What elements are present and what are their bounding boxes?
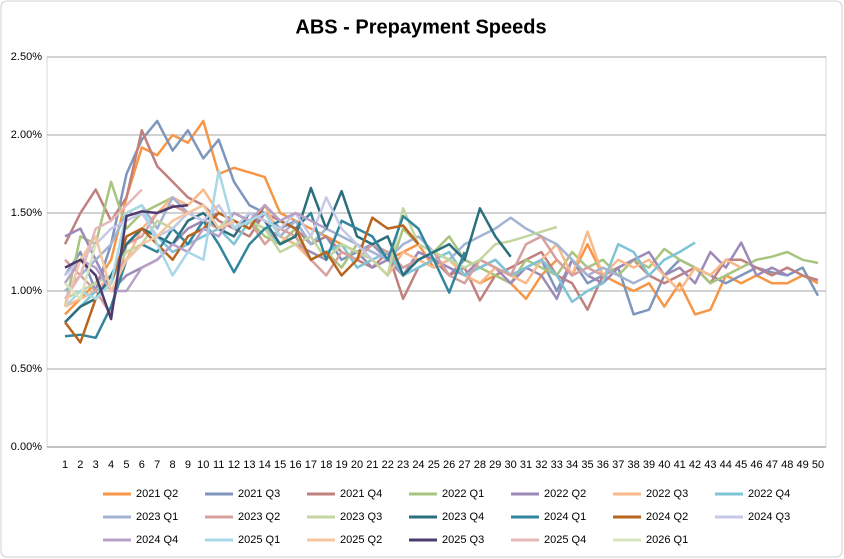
legend-label: 2021 Q4 bbox=[340, 488, 382, 500]
series-line bbox=[64, 188, 742, 308]
series-line bbox=[64, 203, 189, 321]
legend-label: 2022 Q4 bbox=[748, 488, 790, 500]
x-tick-label: 39 bbox=[643, 459, 655, 471]
x-tick-label: 44 bbox=[720, 459, 732, 471]
legend-label: 2022 Q2 bbox=[544, 488, 586, 500]
legend-label: 2023 Q2 bbox=[238, 511, 280, 523]
legend-label: 2024 Q3 bbox=[748, 511, 790, 523]
x-tick-label: 32 bbox=[535, 459, 547, 471]
x-tick-label: 16 bbox=[289, 459, 301, 471]
legend-label: 2025 Q2 bbox=[340, 534, 382, 546]
x-tick-label: 46 bbox=[750, 459, 762, 471]
x-tick-label: 15 bbox=[274, 459, 286, 471]
y-tick-label: 0.50% bbox=[11, 363, 42, 375]
legend-label: 2024 Q1 bbox=[544, 511, 586, 523]
legend-label: 2025 Q3 bbox=[442, 534, 484, 546]
legend-label: 2026 Q1 bbox=[646, 534, 688, 546]
x-tick-label: 33 bbox=[551, 459, 563, 471]
x-tick-label: 9 bbox=[185, 459, 191, 471]
x-tick-label: 14 bbox=[259, 459, 271, 471]
x-tick-label: 37 bbox=[612, 459, 624, 471]
x-tick-label: 24 bbox=[412, 459, 424, 471]
y-tick-label: 1.50% bbox=[11, 207, 42, 219]
legend-label: 2024 Q4 bbox=[136, 534, 178, 546]
x-tick-label: 41 bbox=[674, 459, 686, 471]
x-tick-label: 27 bbox=[458, 459, 470, 471]
x-tick-label: 45 bbox=[735, 459, 747, 471]
x-tick-label: 19 bbox=[335, 459, 347, 471]
legend-label: 2025 Q4 bbox=[544, 534, 586, 546]
x-tick-label: 6 bbox=[139, 459, 145, 471]
legend-label: 2023 Q3 bbox=[340, 511, 382, 523]
x-tick-label: 29 bbox=[489, 459, 501, 471]
x-tick-label: 26 bbox=[443, 459, 455, 471]
x-tick-label: 2 bbox=[77, 459, 83, 471]
x-tick-label: 12 bbox=[228, 459, 240, 471]
y-tick-label: 2.50% bbox=[11, 51, 42, 63]
series-line bbox=[63, 188, 143, 300]
x-tick-label: 3 bbox=[93, 459, 99, 471]
x-tick-label: 47 bbox=[766, 459, 778, 471]
x-tick-label: 38 bbox=[627, 459, 639, 471]
x-tick-label: 31 bbox=[520, 459, 532, 471]
x-tick-label: 20 bbox=[351, 459, 363, 471]
x-tick-label: 50 bbox=[812, 459, 824, 471]
x-tick-label: 42 bbox=[689, 459, 701, 471]
x-tick-label: 49 bbox=[797, 459, 809, 471]
legend-label: 2022 Q1 bbox=[442, 488, 484, 500]
x-tick-label: 13 bbox=[243, 459, 255, 471]
legend-label: 2023 Q4 bbox=[442, 511, 484, 523]
legend-label: 2021 Q2 bbox=[136, 488, 178, 500]
x-tick-label: 28 bbox=[474, 459, 486, 471]
x-tick-label: 40 bbox=[658, 459, 670, 471]
x-tick-label: 25 bbox=[428, 459, 440, 471]
y-tick-label: 0.00% bbox=[11, 441, 42, 453]
x-tick-label: 17 bbox=[305, 459, 317, 471]
x-tick-label: 30 bbox=[505, 459, 517, 471]
x-tick-label: 21 bbox=[366, 459, 378, 471]
legend-label: 2024 Q2 bbox=[646, 511, 688, 523]
series-line bbox=[64, 243, 97, 301]
x-tick-label: 22 bbox=[382, 459, 394, 471]
legend-label: 2021 Q3 bbox=[238, 488, 280, 500]
legend-label: 2023 Q1 bbox=[136, 511, 178, 523]
x-tick-label: 10 bbox=[197, 459, 209, 471]
x-tick-label: 8 bbox=[170, 459, 176, 471]
y-tick-label: 1.00% bbox=[11, 285, 42, 297]
x-tick-label: 18 bbox=[320, 459, 332, 471]
x-tick-label: 34 bbox=[566, 459, 578, 471]
x-tick-label: 1 bbox=[62, 459, 68, 471]
series-line bbox=[64, 196, 374, 277]
x-tick-label: 23 bbox=[397, 459, 409, 471]
x-tick-label: 11 bbox=[213, 459, 224, 471]
x-tick-label: 35 bbox=[581, 459, 593, 471]
x-tick-label: 7 bbox=[154, 459, 160, 471]
x-tick-label: 43 bbox=[704, 459, 716, 471]
x-tick-label: 4 bbox=[108, 459, 114, 471]
legend-label: 2022 Q3 bbox=[646, 488, 688, 500]
x-tick-label: 48 bbox=[781, 459, 793, 471]
x-tick-label: 36 bbox=[597, 459, 609, 471]
chart-title: ABS - Prepayment Speeds bbox=[295, 16, 546, 38]
series-line bbox=[63, 129, 819, 311]
x-tick-label: 5 bbox=[123, 459, 129, 471]
legend-label: 2025 Q1 bbox=[238, 534, 280, 546]
y-tick-label: 2.00% bbox=[11, 129, 42, 141]
